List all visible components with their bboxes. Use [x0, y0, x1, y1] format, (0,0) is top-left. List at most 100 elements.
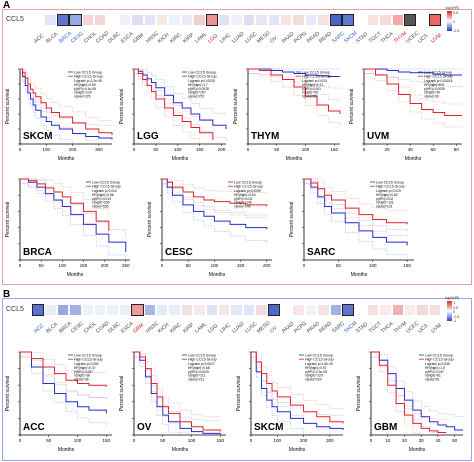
- stat-text: n(low)=257: [188, 95, 205, 99]
- heat-cell-ucs: [416, 14, 429, 26]
- stat-text: Logrank p=0.0099: [234, 189, 261, 193]
- ci-line: [20, 356, 107, 401]
- legend-label: Low CCL5 Group: [424, 70, 452, 74]
- heat-cell-hnsc: [143, 14, 156, 26]
- legend-label: High CCL5 Group: [305, 358, 334, 362]
- y-axis-label: Percent survival: [349, 89, 355, 125]
- x-tick-label: 200: [101, 263, 109, 268]
- heat-cell-read: [317, 14, 330, 26]
- stat-text: HR(high)=8.6: [424, 83, 444, 87]
- heat-cell-ov: [267, 304, 280, 316]
- stat-text: HR(high)=0.62: [376, 193, 398, 197]
- km-title: CESC: [165, 247, 193, 258]
- legend-label: High CCL5 Group: [188, 75, 217, 79]
- survival-curve-high: [371, 351, 447, 434]
- y-axis-label: Percent survival: [147, 202, 153, 238]
- km-title: SKCM: [254, 422, 284, 433]
- ci-line: [20, 68, 113, 123]
- stat-text: Logrank p=0.046: [425, 362, 450, 366]
- heat-cell-esca: [118, 304, 132, 316]
- heat-cell-lihc: [218, 304, 231, 316]
- km-plot-skcm: 0 100 200 300 Months Percent survival Low CCL5…: [5, 68, 113, 162]
- heat-cell-stad: [354, 304, 367, 316]
- heat-cell-paad: [280, 14, 293, 26]
- x-tick-label: 200: [300, 438, 308, 443]
- ci-line: [251, 356, 344, 436]
- colorbar-tick: 0.5: [453, 11, 459, 15]
- y-axis-label: Percent survival: [289, 202, 295, 238]
- x-tick-label: 0: [19, 263, 22, 268]
- x-tick-label: 50: [153, 147, 159, 152]
- km-plot-cesc: 0 50 100 150 200 Months Percent survival Low CC…: [147, 178, 272, 278]
- x-tick-label: 0: [247, 147, 250, 152]
- x-axis-label: Months: [405, 156, 422, 162]
- stat-text: n(low)=146: [234, 205, 251, 209]
- stat-text: HR(high)=0.11: [302, 83, 323, 87]
- km-plot-skcm: 0 100 200 300 Months Percent survival Low CCL5…: [236, 351, 344, 453]
- panel-letter-b: B: [3, 289, 11, 300]
- x-tick-label: 0: [19, 438, 22, 443]
- heat-cell-thca: [379, 304, 392, 316]
- stat-text: n(high)=39: [424, 91, 440, 95]
- stat-text: HR(high)=0.47: [74, 366, 96, 370]
- stat-text: n(high)=229: [305, 374, 323, 378]
- heat-cell-paad: [280, 304, 293, 316]
- x-tick-label: 50: [46, 438, 52, 443]
- ci-line: [162, 178, 267, 193]
- heat-cell-uvm: [428, 14, 442, 26]
- legend-label: High CCL5 Group: [74, 358, 103, 362]
- ci-line: [20, 183, 110, 245]
- colorbar: [447, 11, 453, 31]
- x-tick-label: 100: [211, 263, 219, 268]
- heat-cell-cesc: [69, 14, 82, 26]
- stat-text: n(high)=81: [425, 374, 441, 378]
- x-axis-label: Months: [409, 447, 426, 453]
- legend-label: Low CCL5 Group: [425, 353, 453, 357]
- heat-cell-sarc: [329, 304, 342, 316]
- stat-text: p(HR)=0.0025: [188, 370, 209, 374]
- x-tick-label: 50: [452, 438, 458, 443]
- legend-label: Low CCL5 Group: [302, 70, 330, 74]
- stat-text: Logrank p=0.019: [376, 189, 401, 193]
- colorbar-tick: 0.5: [453, 305, 459, 310]
- x-tick-label: 40: [408, 147, 414, 152]
- x-tick-label: 200: [218, 147, 226, 152]
- x-tick-label: 50: [336, 263, 342, 268]
- x-tick-label: 150: [80, 263, 88, 268]
- ci-line: [20, 178, 110, 218]
- stat-text: n(high)=211: [188, 374, 206, 378]
- km-title: ACC: [23, 422, 45, 433]
- km-plot-uvm: 0 20 40 60 80 Months Percent survival Low CCL5 …: [349, 68, 463, 162]
- km-title: THYM: [251, 131, 280, 142]
- stat-text: n(low)=39: [424, 95, 439, 99]
- stat-text: n(high)=535: [92, 201, 110, 205]
- heat-cell-stad: [354, 14, 367, 26]
- y-axis-label: Percent survival: [5, 89, 11, 125]
- ci-line: [162, 178, 267, 216]
- ci-line: [251, 351, 344, 410]
- survival-curve-high: [304, 178, 408, 225]
- y-axis-label: Percent survival: [5, 376, 11, 412]
- x-axis-label: Months: [351, 272, 368, 278]
- stat-text: n(high)=59: [302, 91, 318, 95]
- x-tick-label: 40: [435, 438, 441, 443]
- heat-cell-luad: [230, 304, 243, 316]
- heat-cell-ucec: [404, 14, 417, 26]
- ci-line: [304, 178, 408, 211]
- stat-text: p(HR)=0.041: [302, 87, 321, 91]
- heat-cell-tgct: [366, 304, 380, 316]
- stat-text: p(HR)=0.0039: [424, 87, 445, 91]
- survival-curve-high: [20, 178, 110, 231]
- heat-cell-lihc: [218, 14, 231, 26]
- heat-cell-meso: [255, 14, 268, 26]
- x-axis-label: Months: [67, 272, 84, 278]
- survival-curve-high: [134, 351, 221, 432]
- ci-line: [162, 183, 267, 221]
- x-tick-label: 150: [216, 438, 224, 443]
- heat-cell-laml: [193, 304, 206, 316]
- stat-text: n(low)=59: [302, 95, 317, 99]
- x-tick-label: 300: [95, 147, 103, 152]
- heat-cell-blca: [44, 14, 57, 26]
- stat-text: n(low)=81: [425, 378, 440, 382]
- legend-label: High CCL5 Group: [425, 358, 454, 362]
